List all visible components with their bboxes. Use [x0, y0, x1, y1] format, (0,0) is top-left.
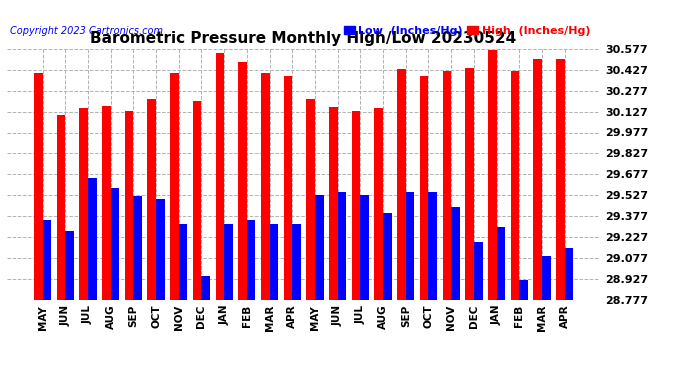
Bar	[284, 76, 293, 300]
Bar	[34, 74, 43, 300]
Bar	[428, 192, 437, 300]
Bar	[110, 188, 119, 300]
Bar	[420, 76, 428, 300]
Bar	[315, 195, 324, 300]
Bar	[102, 105, 110, 300]
Bar	[442, 70, 451, 300]
Bar	[488, 50, 497, 300]
Bar	[511, 70, 520, 300]
Bar	[65, 231, 74, 300]
Bar	[406, 192, 415, 300]
Bar	[556, 60, 564, 300]
Bar	[43, 220, 51, 300]
Bar	[306, 99, 315, 300]
Bar	[533, 60, 542, 300]
Bar	[238, 62, 247, 300]
Bar	[329, 107, 337, 300]
Title: Barometric Pressure Monthly High/Low 20230524: Barometric Pressure Monthly High/Low 202…	[90, 31, 517, 46]
Bar	[564, 248, 573, 300]
Bar	[224, 224, 233, 300]
Bar	[125, 111, 133, 300]
Bar	[337, 192, 346, 300]
Bar	[397, 69, 406, 300]
Bar	[215, 53, 224, 300]
Bar	[383, 213, 392, 300]
Bar	[360, 195, 369, 300]
Text: Copyright 2023 Cartronics.com: Copyright 2023 Cartronics.com	[10, 26, 163, 36]
Bar	[148, 99, 156, 300]
Bar	[156, 199, 165, 300]
Bar	[474, 242, 482, 300]
Legend: Low  (Inches/Hg), High  (Inches/Hg): Low (Inches/Hg), High (Inches/Hg)	[339, 22, 595, 40]
Bar	[88, 178, 97, 300]
Bar	[170, 74, 179, 300]
Bar	[520, 280, 528, 300]
Bar	[542, 256, 551, 300]
Bar	[261, 74, 270, 300]
Bar	[179, 224, 188, 300]
Bar	[451, 207, 460, 300]
Bar	[352, 111, 360, 300]
Bar	[465, 68, 474, 300]
Bar	[193, 101, 201, 300]
Bar	[201, 276, 210, 300]
Bar	[375, 108, 383, 300]
Bar	[270, 224, 278, 300]
Bar	[79, 108, 88, 300]
Bar	[497, 227, 505, 300]
Bar	[293, 224, 301, 300]
Bar	[133, 196, 142, 300]
Bar	[57, 116, 65, 300]
Bar	[247, 220, 255, 300]
